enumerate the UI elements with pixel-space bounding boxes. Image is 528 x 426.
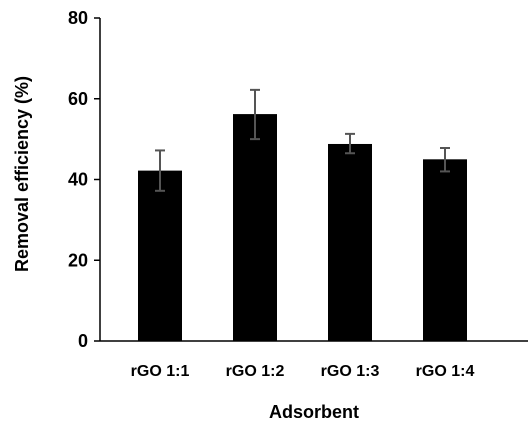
bar-2 bbox=[233, 114, 277, 341]
error-bar-2 bbox=[250, 88, 260, 141]
y-tick-label: 20 bbox=[68, 250, 88, 270]
y-tick-label: 80 bbox=[68, 8, 88, 28]
y-axis-title: Removal efficiency (%) bbox=[12, 76, 32, 272]
x-tick-label: rGO 1:3 bbox=[321, 363, 380, 380]
bar-4 bbox=[423, 159, 467, 341]
bar-3 bbox=[328, 143, 372, 341]
x-tick-label: rGO 1:1 bbox=[131, 363, 190, 380]
error-bar-4 bbox=[440, 147, 450, 173]
x-tick-label: rGO 1:4 bbox=[416, 363, 475, 380]
error-bars-layer bbox=[155, 88, 450, 192]
x-tick-label: rGO 1:2 bbox=[226, 363, 285, 380]
bars-layer bbox=[138, 114, 467, 341]
x-tick-labels-layer: rGO 1:1 rGO 1:2 rGO 1:3 rGO 1:4 bbox=[131, 363, 475, 380]
y-tick-label: 40 bbox=[68, 170, 88, 190]
error-bar-1 bbox=[155, 149, 165, 192]
y-tick-label: 60 bbox=[68, 89, 88, 109]
error-bar-3 bbox=[345, 132, 355, 155]
x-axis-title: Adsorbent bbox=[269, 402, 359, 422]
bar-1 bbox=[138, 170, 182, 341]
y-tick-label: 0 bbox=[78, 331, 88, 351]
y-ticks-layer: 0 20 40 60 80 bbox=[68, 8, 100, 351]
